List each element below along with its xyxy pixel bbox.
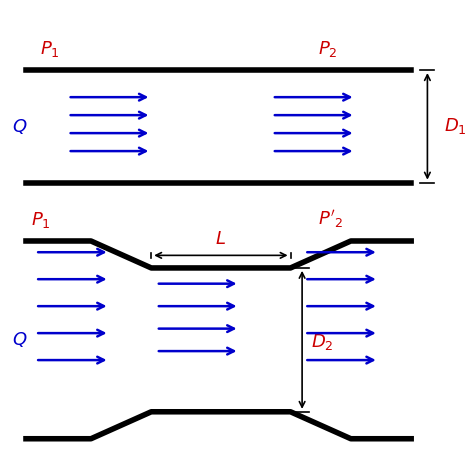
Text: $Q$: $Q$ <box>12 117 27 136</box>
Text: $P_1$: $P_1$ <box>31 210 50 230</box>
Text: $D_2$: $D_2$ <box>311 332 334 352</box>
Text: $Q$: $Q$ <box>12 330 27 349</box>
Text: $P_1$: $P_1$ <box>40 39 60 59</box>
Text: $D_1$: $D_1$ <box>444 116 466 136</box>
Text: $P'_2$: $P'_2$ <box>319 208 343 230</box>
Text: $P_2$: $P_2$ <box>319 39 338 59</box>
Text: $L$: $L$ <box>215 230 227 248</box>
